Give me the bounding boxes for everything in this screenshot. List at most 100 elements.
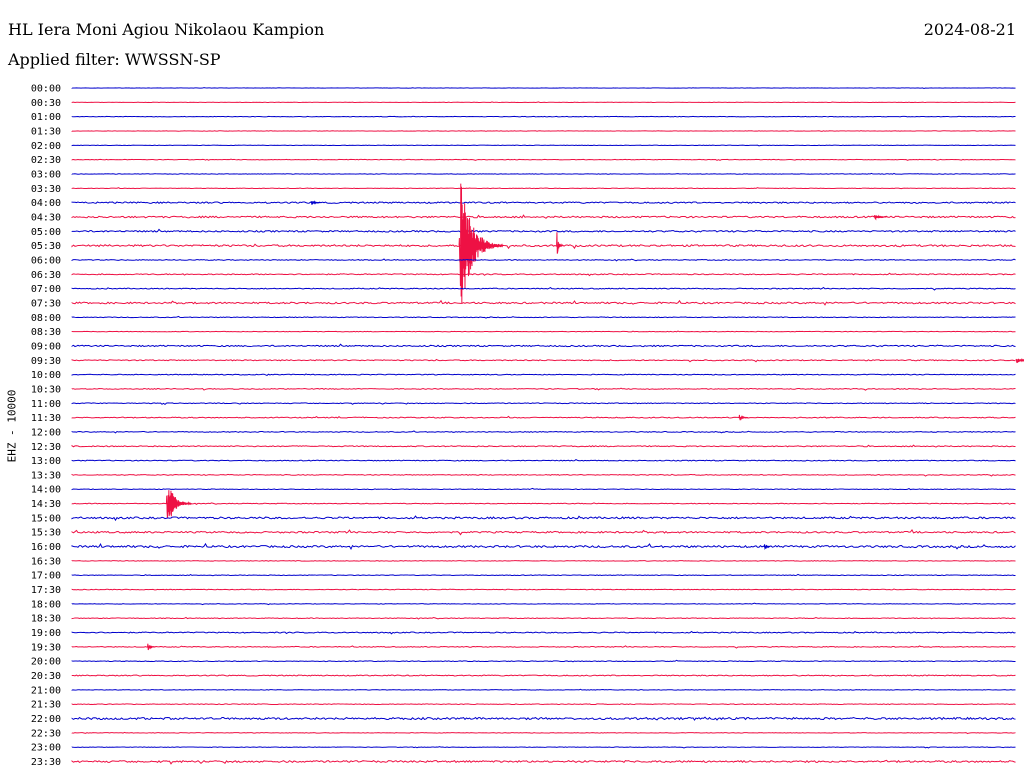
trace-line bbox=[71, 458, 1016, 462]
trace-line bbox=[71, 387, 1016, 391]
trace-line bbox=[71, 415, 1016, 419]
trace-line bbox=[71, 444, 1016, 448]
time-label: 20:00 bbox=[31, 657, 61, 668]
trace-line bbox=[71, 645, 1016, 649]
seismic-event bbox=[165, 490, 192, 519]
time-label: 19:00 bbox=[31, 628, 61, 639]
time-label: 11:30 bbox=[31, 413, 61, 424]
time-label: 17:00 bbox=[31, 571, 61, 582]
trace-line bbox=[71, 560, 1016, 562]
trace-line bbox=[71, 402, 1016, 406]
time-label: 10:00 bbox=[31, 370, 61, 381]
trace-line bbox=[71, 144, 1016, 147]
time-label: 04:30 bbox=[31, 212, 61, 223]
trace-line bbox=[71, 542, 1016, 551]
time-label: 02:30 bbox=[31, 155, 61, 166]
trace-line bbox=[71, 487, 1016, 491]
trace-line bbox=[71, 286, 1016, 291]
time-label: 07:00 bbox=[31, 284, 61, 295]
trace-line bbox=[71, 101, 1016, 104]
time-label: 01:00 bbox=[31, 112, 61, 123]
trace-line bbox=[71, 130, 1016, 132]
trace-line bbox=[71, 158, 1016, 161]
trace-line bbox=[71, 214, 1016, 219]
trace-line bbox=[71, 502, 1016, 505]
time-label: 09:00 bbox=[31, 341, 61, 352]
time-label: 00:00 bbox=[31, 84, 61, 95]
time-label: 09:30 bbox=[31, 356, 61, 367]
time-label: 19:30 bbox=[31, 642, 61, 653]
trace-line bbox=[71, 602, 1016, 606]
time-label: 20:30 bbox=[31, 671, 61, 682]
time-label: 00:30 bbox=[31, 98, 61, 109]
time-label: 16:00 bbox=[31, 542, 61, 553]
trace-line bbox=[71, 187, 1016, 190]
trace-line bbox=[71, 573, 1016, 577]
time-label: 18:00 bbox=[31, 599, 61, 610]
time-label: 03:30 bbox=[31, 184, 61, 195]
time-label: 22:00 bbox=[31, 714, 61, 725]
traces bbox=[71, 87, 1024, 765]
trace-line bbox=[71, 688, 1016, 692]
time-label: 04:00 bbox=[31, 198, 61, 209]
time-label: 03:00 bbox=[31, 169, 61, 180]
seismic-event bbox=[556, 232, 563, 254]
time-label: 21:00 bbox=[31, 685, 61, 696]
trace-line bbox=[71, 759, 1016, 765]
trace-line bbox=[71, 473, 1016, 477]
filter-label: Applied filter: WWSSN-SP bbox=[8, 50, 221, 69]
trace-line bbox=[71, 746, 1016, 749]
time-label: 16:30 bbox=[31, 556, 61, 567]
time-label: 08:00 bbox=[31, 313, 61, 324]
time-label: 23:30 bbox=[31, 757, 61, 768]
station-title: HL Iera Moni Agiou Nikolaou Kampion bbox=[8, 20, 325, 39]
time-label: 17:30 bbox=[31, 585, 61, 596]
time-label: 15:00 bbox=[31, 513, 61, 524]
time-label: 13:00 bbox=[31, 456, 61, 467]
time-label: 12:00 bbox=[31, 427, 61, 438]
seismic-event bbox=[458, 183, 504, 303]
time-label: 02:00 bbox=[31, 141, 61, 152]
trace-line bbox=[71, 630, 1016, 635]
seismic-event bbox=[763, 544, 771, 551]
time-label: 06:30 bbox=[31, 270, 61, 281]
time-label: 22:30 bbox=[31, 728, 61, 739]
time-label: 13:30 bbox=[31, 470, 61, 481]
trace-line bbox=[71, 330, 1016, 333]
trace-line bbox=[71, 228, 1016, 233]
time-label: 06:00 bbox=[31, 255, 61, 266]
trace-line bbox=[71, 115, 1016, 118]
trace-line bbox=[71, 258, 1016, 262]
trace-line bbox=[71, 588, 1016, 591]
seismic-event bbox=[1015, 357, 1024, 364]
time-label: 08:30 bbox=[31, 327, 61, 338]
seismic-event bbox=[873, 214, 887, 221]
trace-line bbox=[71, 373, 1016, 376]
trace-line bbox=[71, 716, 1016, 721]
time-label: 14:00 bbox=[31, 485, 61, 496]
trace-line bbox=[71, 674, 1016, 677]
time-label: 11:00 bbox=[31, 399, 61, 410]
trace-line bbox=[71, 659, 1016, 663]
trace-line bbox=[71, 172, 1016, 175]
time-label: 01:30 bbox=[31, 126, 61, 137]
time-label: 23:00 bbox=[31, 743, 61, 754]
time-label: 07:30 bbox=[31, 298, 61, 309]
trace-line bbox=[71, 358, 1016, 363]
trace-line bbox=[71, 343, 1016, 348]
trace-line bbox=[71, 87, 1016, 89]
time-label: 05:00 bbox=[31, 227, 61, 238]
time-label: 10:30 bbox=[31, 384, 61, 395]
trace-line bbox=[71, 430, 1016, 434]
trace-line bbox=[71, 201, 1016, 204]
time-label: 05:30 bbox=[31, 241, 61, 252]
time-label: 15:30 bbox=[31, 528, 61, 539]
trace-line bbox=[71, 299, 1016, 306]
trace-line bbox=[71, 731, 1016, 735]
trace-line bbox=[71, 243, 1016, 250]
seismic-event bbox=[147, 643, 156, 651]
trace-line bbox=[71, 272, 1016, 277]
trace-line bbox=[71, 528, 1016, 536]
time-label: 18:30 bbox=[31, 614, 61, 625]
